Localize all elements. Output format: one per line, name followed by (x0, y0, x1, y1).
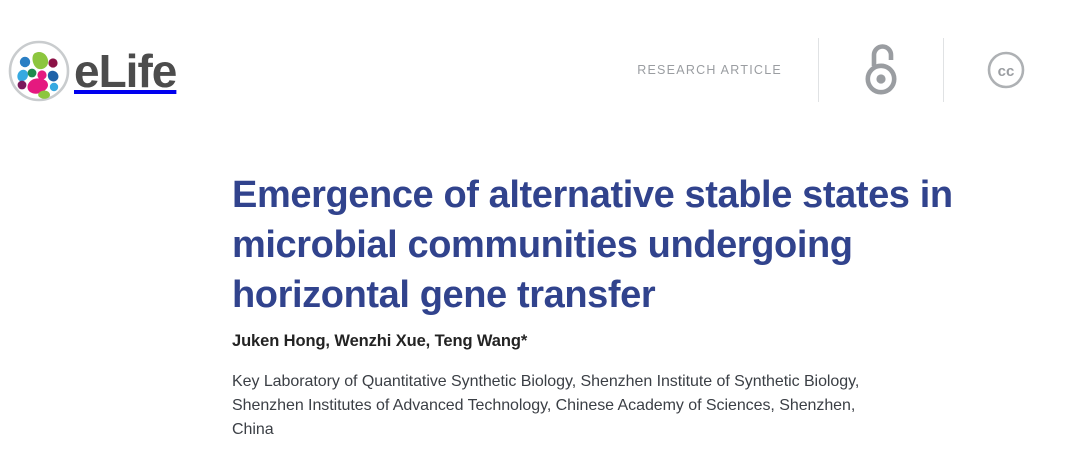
elife-brand-link[interactable]: eLife (8, 40, 177, 102)
article-header: Emergence of alternative stable states i… (232, 170, 1052, 442)
article-affiliation: Key Laboratory of Quantitative Synthetic… (232, 373, 860, 438)
open-access-button[interactable] (819, 38, 943, 102)
elife-petri-dish-logo-icon (8, 40, 70, 102)
article-title: Emergence of alternative stable states i… (232, 174, 953, 316)
article-type-label: RESEARCH ARTICLE (637, 63, 782, 77)
open-access-lock-icon (865, 44, 897, 95)
creative-commons-button[interactable]: cc (944, 38, 1068, 102)
header-meta-group: RESEARCH ARTICLE cc (637, 38, 1068, 102)
site-header: eLife RESEARCH ARTICLE cc (0, 0, 1080, 130)
meta-divider-right (943, 38, 944, 102)
meta-divider-left (818, 38, 819, 102)
article-authors: Juken Hong, Wenzhi Xue, Teng Wang* (232, 332, 528, 350)
elife-wordmark: eLife (74, 45, 177, 97)
svg-text:cc: cc (998, 63, 1015, 80)
creative-commons-icon: cc (987, 51, 1025, 89)
